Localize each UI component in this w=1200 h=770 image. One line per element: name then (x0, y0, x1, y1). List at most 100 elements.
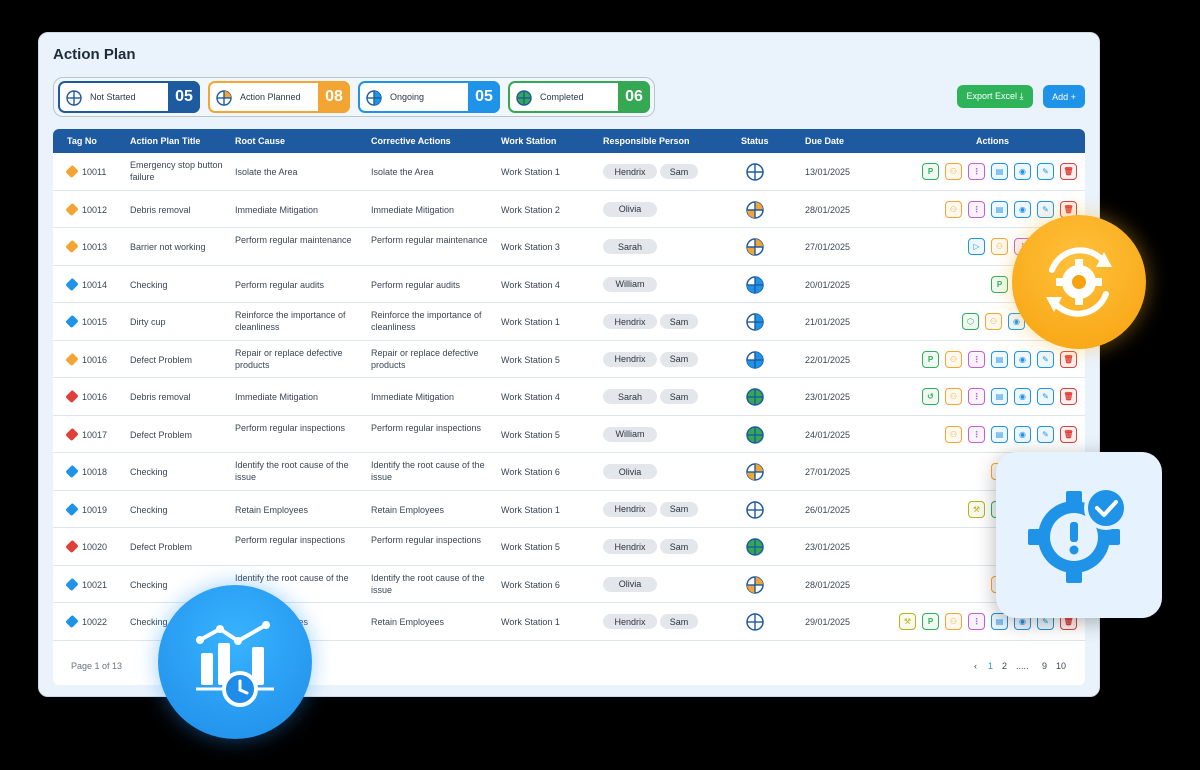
edit-icon[interactable]: ✎ (1037, 200, 1054, 218)
status-icon (746, 313, 764, 331)
person-chip[interactable]: Hendrix (603, 314, 657, 329)
corrective-action: Repair or replace defective products (371, 347, 479, 370)
assign-user-icon[interactable]: ⚇ (945, 613, 962, 630)
assign-user-icon[interactable]: ⚇ (991, 238, 1008, 255)
page-link[interactable]: 9 (1042, 661, 1048, 671)
root-cause: Perform regular audits (235, 279, 325, 290)
publish-icon[interactable]: P (922, 350, 939, 368)
corrective-action: Retain Employees (371, 617, 445, 627)
edit-icon[interactable]: ✎ (1037, 163, 1054, 180)
work-station: Work Station 4 (501, 279, 560, 290)
stat-count: 06 (618, 81, 650, 113)
person-chip[interactable]: Olivia (603, 201, 657, 217)
revert-icon[interactable]: ↺ (922, 388, 939, 405)
tag-icon (65, 164, 79, 179)
person-chip[interactable]: Hendrix (603, 351, 657, 367)
document-icon[interactable]: ▤ (991, 200, 1008, 218)
person-chip[interactable]: Olivia (603, 464, 657, 479)
not-started-icon (66, 90, 82, 106)
person-chip[interactable]: Sarah (603, 389, 657, 404)
person-chip[interactable]: Hendrix (603, 164, 657, 179)
person-chip[interactable]: Olivia (603, 576, 657, 592)
workflow-icon[interactable]: ⋮ (968, 613, 985, 630)
person-chip[interactable]: William (603, 426, 657, 442)
root-cause: Isolate the Area (235, 167, 298, 177)
stat-not-started[interactable]: Not Started 05 (58, 81, 200, 113)
tag-icon (65, 314, 79, 329)
page-link[interactable]: ..... (1016, 661, 1029, 671)
document-icon[interactable]: ▤ (991, 163, 1008, 180)
delete-icon[interactable]: 🗑 (1060, 163, 1077, 180)
tools-icon[interactable]: ⚒ (968, 500, 985, 518)
person-chip[interactable]: Sam (660, 614, 698, 629)
delete-icon[interactable]: 🗑 (1060, 350, 1077, 368)
view-icon[interactable]: ◉ (1014, 200, 1031, 218)
workflow-icon[interactable]: ⋮ (968, 350, 985, 368)
assign-user-icon[interactable]: ⚇ (945, 388, 962, 405)
person-chip[interactable]: Hendrix (603, 539, 657, 554)
document-icon[interactable]: ▤ (991, 388, 1008, 405)
corrective-action: Immediate Mitigation (371, 392, 455, 402)
ongoing-icon (366, 90, 382, 106)
view-icon[interactable]: ◉ (1014, 388, 1031, 405)
action-title: Checking (130, 579, 168, 590)
page-link[interactable]: 1 (988, 661, 994, 671)
document-icon[interactable]: ▤ (991, 425, 1008, 443)
stat-ongoing[interactable]: Ongoing 05 (358, 81, 500, 113)
person-chip[interactable]: Sarah (603, 239, 657, 254)
export-excel-button[interactable]: Export Excel ⤓ (957, 85, 1033, 108)
stat-completed[interactable]: Completed 06 (508, 81, 650, 113)
workflow-icon[interactable]: ⋮ (968, 163, 985, 180)
edit-icon[interactable]: ✎ (1037, 425, 1054, 443)
status-icon (746, 425, 764, 444)
workflow-icon[interactable]: ⋮ (968, 388, 985, 405)
assign-user-icon[interactable]: ⚇ (985, 313, 1002, 330)
edit-icon[interactable]: ✎ (1037, 350, 1054, 368)
tag-icon (65, 464, 79, 479)
tag-icon[interactable]: ⬡ (962, 313, 979, 330)
assign-user-icon[interactable]: ⚇ (945, 350, 962, 368)
publish-icon[interactable]: P (922, 613, 939, 630)
person-chip[interactable]: Sam (660, 501, 698, 517)
status-icon (746, 200, 764, 219)
workflow-icon[interactable]: ⋮ (968, 425, 985, 443)
tag-no: 10013 (82, 242, 108, 252)
prev-page-button[interactable]: ‹ (974, 661, 977, 671)
person-chip[interactable]: Hendrix (603, 614, 657, 629)
person-chip[interactable]: Sam (660, 389, 698, 404)
play-icon[interactable]: ▷ (968, 238, 985, 255)
view-icon[interactable]: ◉ (1014, 425, 1031, 443)
document-icon[interactable]: ▤ (991, 350, 1008, 368)
stat-count: 08 (318, 81, 350, 113)
stat-action-planned[interactable]: Action Planned 08 (208, 81, 350, 113)
action-title: Emergency stop button failure (130, 160, 223, 182)
delete-icon[interactable]: 🗑 (1060, 388, 1077, 405)
edit-icon[interactable]: ✎ (1037, 388, 1054, 405)
tools-icon[interactable]: ⚒ (899, 613, 916, 630)
due-date: 28/01/2025 (805, 579, 851, 590)
page-link[interactable]: 10 (1056, 661, 1067, 671)
work-station: Work Station 1 (501, 167, 560, 177)
publish-icon[interactable]: P (991, 275, 1008, 293)
assign-user-icon[interactable]: ⚇ (945, 200, 962, 218)
document-icon[interactable]: ▤ (991, 613, 1008, 630)
assign-user-icon[interactable]: ⚇ (945, 425, 962, 443)
publish-icon[interactable]: P (922, 163, 939, 180)
corrective-action: Isolate the Area (371, 167, 434, 177)
page-link[interactable]: 2 (1002, 661, 1008, 671)
view-icon[interactable]: ◉ (1014, 163, 1031, 180)
assign-user-icon[interactable]: ⚇ (945, 163, 962, 180)
person-chip[interactable]: Sam (660, 351, 698, 367)
table-row: 10019 Checking Retain Employees Retain Empl… (53, 491, 1085, 528)
delete-icon[interactable]: 🗑 (1060, 425, 1077, 443)
person-chip[interactable]: William (603, 276, 657, 292)
person-chip[interactable]: Sam (660, 164, 698, 179)
col-tag-no: Tag No (67, 136, 97, 146)
add-button[interactable]: Add + (1043, 85, 1085, 108)
person-chip[interactable]: Sam (660, 539, 698, 554)
person-chip[interactable]: Sam (660, 314, 698, 329)
workflow-icon[interactable]: ⋮ (968, 200, 985, 218)
work-station: Work Station 5 (501, 354, 560, 365)
person-chip[interactable]: Hendrix (603, 501, 657, 517)
view-icon[interactable]: ◉ (1014, 350, 1031, 368)
